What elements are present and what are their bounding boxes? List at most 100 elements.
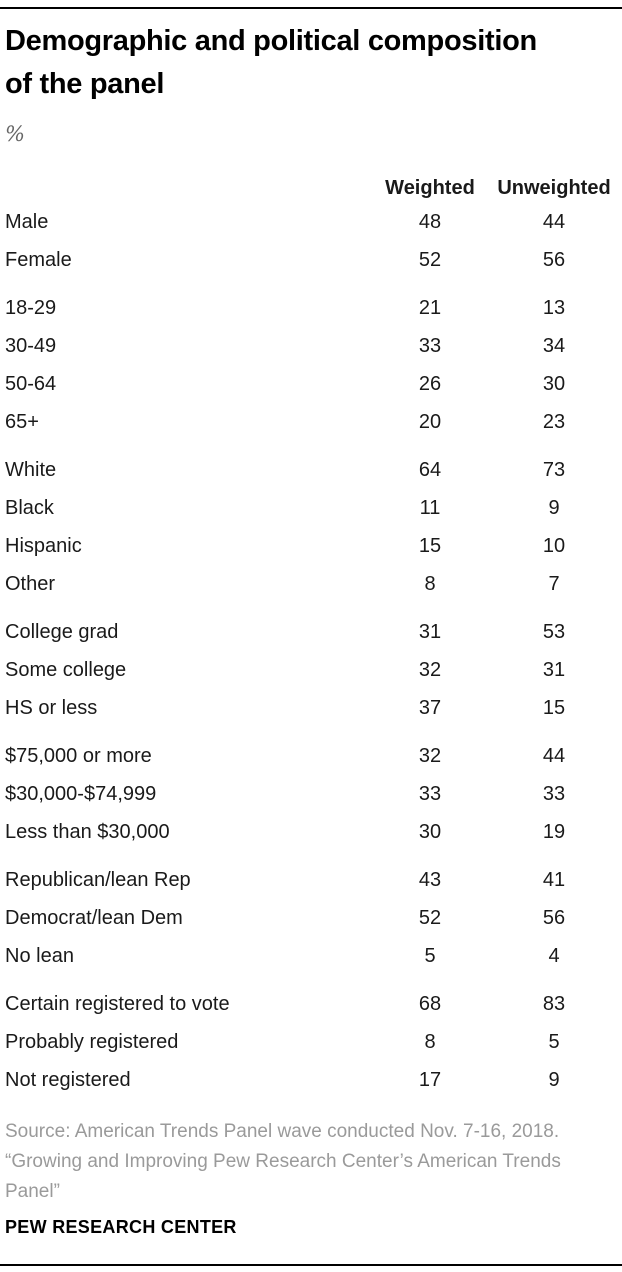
- table-row: Certain registered to vote 68 83: [5, 985, 620, 1023]
- unit-label: %: [5, 122, 25, 146]
- weighted-value: 5: [424, 945, 436, 967]
- weighted-value: 21: [418, 297, 442, 319]
- unweighted-value: 33: [542, 783, 566, 805]
- table-row: Female 52 56: [5, 241, 620, 279]
- table-group: Republican/lean Rep 43 41 Democrat/lean Dem…: [5, 861, 620, 975]
- table-group: Male 48 44 Female 52 56: [5, 203, 620, 279]
- unweighted-value: 19: [542, 821, 566, 843]
- weighted-value: 52: [418, 907, 442, 929]
- column-header-weighted: Weighted: [385, 177, 475, 199]
- page-title-line1: Demographic and political composition: [5, 25, 537, 57]
- row-label: Some college: [5, 659, 127, 681]
- unweighted-value: 31: [542, 659, 566, 681]
- footer-brand: PEW RESEARCH CENTER: [5, 1217, 237, 1237]
- table-row: Some college 32 31: [5, 651, 620, 689]
- weighted-value: 32: [418, 659, 442, 681]
- table-row: $30,000-$74,999 33 33: [5, 775, 620, 813]
- table-row: Black 11 9: [5, 489, 620, 527]
- source-note: Source: American Trends Panel wave condu…: [5, 1117, 620, 1207]
- weighted-value: 17: [418, 1069, 442, 1091]
- unweighted-value: 30: [542, 373, 566, 395]
- row-label: Female: [5, 249, 72, 271]
- table-row: Less than $30,000 30 19: [5, 813, 620, 851]
- row-label: Probably registered: [5, 1031, 179, 1053]
- row-label: 65+: [5, 411, 39, 433]
- row-label: White: [5, 459, 57, 481]
- table-row: 30-49 33 34: [5, 327, 620, 365]
- table-row: White 64 73: [5, 451, 620, 489]
- unweighted-value: 83: [542, 993, 566, 1015]
- row-label: Other: [5, 573, 56, 595]
- unweighted-value: 56: [542, 907, 566, 929]
- composition-table: Weighted Unweighted Male 48 44 Female 52 56 18…: [5, 176, 620, 1099]
- table-row: HS or less 37 15: [5, 689, 620, 727]
- unweighted-value: 9: [548, 1069, 560, 1091]
- bottom-divider: [0, 1264, 622, 1266]
- row-label: Male: [5, 211, 49, 233]
- weighted-value: 11: [419, 497, 441, 519]
- table-row: Hispanic 15 10: [5, 527, 620, 565]
- table-row: Male 48 44: [5, 203, 620, 241]
- table-group: College grad 31 53 Some college 32 31 HS or le…: [5, 613, 620, 727]
- row-label: Hispanic: [5, 535, 82, 557]
- figure-content: Demographic and political composition of …: [0, 20, 622, 1239]
- row-label: Not registered: [5, 1069, 131, 1091]
- unweighted-value: 13: [542, 297, 566, 319]
- unweighted-value: 5: [548, 1031, 560, 1053]
- table-row: College grad 31 53: [5, 613, 620, 651]
- weighted-value: 37: [418, 697, 442, 719]
- weighted-value: 52: [418, 249, 442, 271]
- unweighted-value: 10: [542, 535, 566, 557]
- page-title: Demographic and political composition of …: [5, 20, 620, 106]
- unweighted-value: 73: [542, 459, 566, 481]
- row-label: College grad: [5, 621, 119, 643]
- weighted-value: 33: [418, 335, 442, 357]
- weighted-value: 48: [418, 211, 442, 233]
- source-note-line2: “Growing and Improving Pew Research Cent…: [5, 1151, 561, 1172]
- weighted-value: 30: [418, 821, 442, 843]
- table-group: 18-29 21 13 30-49 33 34 50-64 26 30 65+ 20 23: [5, 289, 620, 441]
- table-group: Certain registered to vote 68 83 Probably r…: [5, 985, 620, 1099]
- row-label: HS or less: [5, 697, 98, 719]
- row-label: Certain registered to vote: [5, 993, 230, 1015]
- table-row: Other 8 7: [5, 565, 620, 603]
- row-label: 30-49: [5, 335, 57, 357]
- table-header-row: Weighted Unweighted: [5, 176, 620, 200]
- source-note-line1: Source: American Trends Panel wave condu…: [5, 1121, 560, 1142]
- unweighted-value: 44: [542, 745, 566, 767]
- row-label: Republican/lean Rep: [5, 869, 191, 891]
- top-divider: [0, 7, 622, 9]
- table-row: Democrat/lean Dem 52 56: [5, 899, 620, 937]
- table-row: 65+ 20 23: [5, 403, 620, 441]
- column-header-unweighted: Unweighted: [497, 177, 611, 199]
- unweighted-value: 56: [542, 249, 566, 271]
- weighted-value: 64: [418, 459, 442, 481]
- unweighted-value: 53: [542, 621, 566, 643]
- unweighted-value: 23: [542, 411, 566, 433]
- unweighted-value: 7: [548, 573, 560, 595]
- source-note-line3: Panel”: [5, 1181, 60, 1202]
- table-row: Probably registered 8 5: [5, 1023, 620, 1061]
- table-group: $75,000 or more 32 44 $30,000-$74,999 33 33 Le…: [5, 737, 620, 851]
- weighted-value: 8: [424, 573, 436, 595]
- row-label: 50-64: [5, 373, 57, 395]
- weighted-value: 43: [418, 869, 442, 891]
- page-title-line2: of the panel: [5, 68, 165, 100]
- weighted-value: 20: [418, 411, 442, 433]
- weighted-value: 15: [418, 535, 442, 557]
- unweighted-value: 41: [542, 869, 566, 891]
- weighted-value: 32: [418, 745, 442, 767]
- table-row: Not registered 17 9: [5, 1061, 620, 1099]
- table-row: 18-29 21 13: [5, 289, 620, 327]
- weighted-value: 33: [418, 783, 442, 805]
- unweighted-value: 15: [542, 697, 566, 719]
- unweighted-value: 34: [542, 335, 566, 357]
- row-label: $30,000-$74,999: [5, 783, 157, 805]
- weighted-value: 31: [418, 621, 442, 643]
- weighted-value: 26: [418, 373, 442, 395]
- weighted-value: 8: [424, 1031, 436, 1053]
- weighted-value: 68: [418, 993, 442, 1015]
- unweighted-value: 9: [548, 497, 560, 519]
- table-row: $75,000 or more 32 44: [5, 737, 620, 775]
